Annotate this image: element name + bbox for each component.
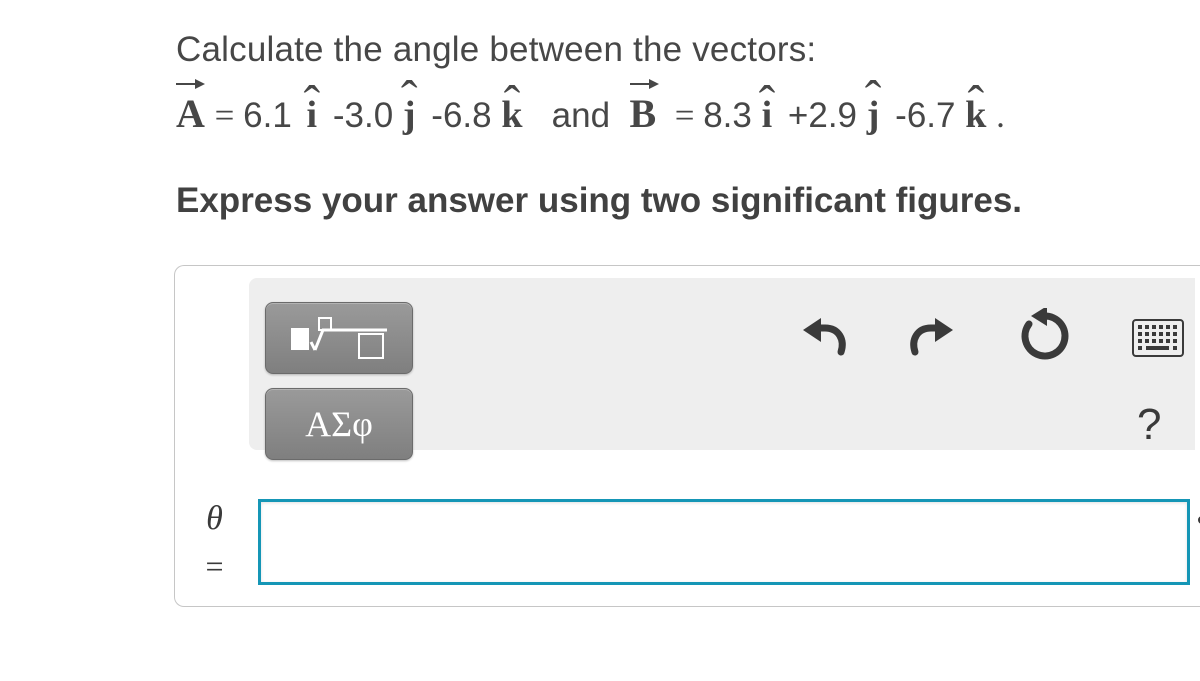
instruction-text: Express your answer using two significan… <box>176 181 1200 221</box>
B-j-coef: +2.9 <box>788 96 857 135</box>
B-k-coef: -6.7 <box>895 96 955 135</box>
answer-panel: ΑΣφ <box>174 265 1200 608</box>
A-k-coef: -6.8 <box>431 96 491 135</box>
math-templates-button[interactable] <box>265 302 413 374</box>
vector-B-symbol: B <box>630 83 657 145</box>
B-i-coef: 8.3 <box>703 96 752 135</box>
undo-icon <box>797 316 849 360</box>
greek-symbols-button[interactable]: ΑΣφ <box>265 388 413 460</box>
redo-button[interactable] <box>905 310 961 366</box>
help-button[interactable]: ? <box>1137 400 1161 450</box>
redo-icon <box>907 316 959 360</box>
and-word: and <box>552 96 610 135</box>
j-hat: j <box>403 86 416 145</box>
question-prompt: Calculate the angle between the vectors: <box>176 24 1200 77</box>
vector-equations: A = 6.1 i -3.0 j -6.8 k and B = 8.3 i +2… <box>176 83 1200 145</box>
reset-button[interactable] <box>1015 306 1075 366</box>
A-j-coef: -3.0 <box>333 96 393 135</box>
undo-button[interactable] <box>795 310 851 366</box>
j-hat: j <box>867 86 880 145</box>
answer-input[interactable] <box>258 499 1190 585</box>
equation-toolbar: ΑΣφ <box>265 302 1185 468</box>
keyboard-icon <box>1132 319 1184 357</box>
reset-icon <box>1017 308 1073 364</box>
i-hat: i <box>307 86 318 145</box>
answer-variable-label: θ = <box>171 498 258 587</box>
k-hat: k <box>501 86 522 145</box>
k-hat: k <box>965 86 986 145</box>
A-i-coef: 6.1 <box>243 96 292 135</box>
keyboard-button[interactable] <box>1131 318 1185 358</box>
vector-A-symbol: A <box>176 83 205 145</box>
i-hat: i <box>762 86 773 145</box>
math-templates-icon <box>285 314 393 362</box>
